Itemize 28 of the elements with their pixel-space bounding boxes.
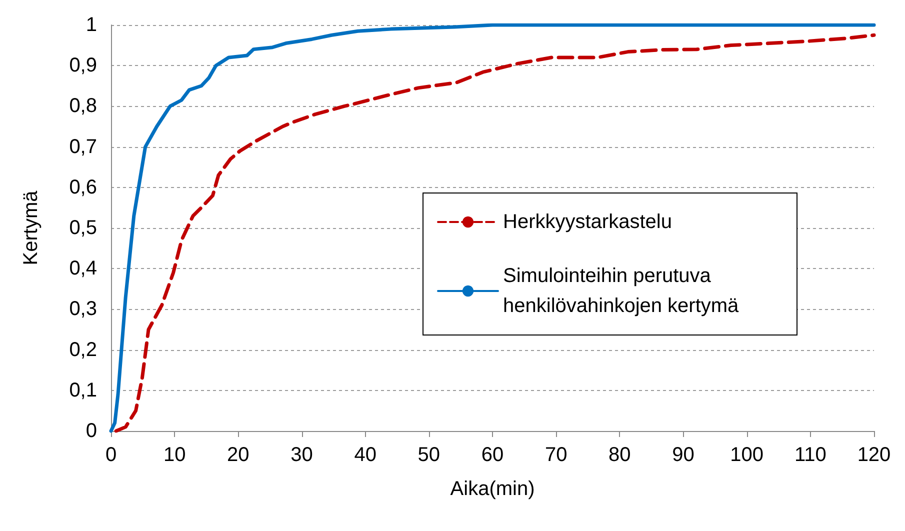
- x-tick-label: 50: [418, 444, 440, 466]
- y-tick-label: 0,7: [69, 136, 97, 158]
- y-tick-label: 0,5: [69, 217, 97, 239]
- x-tick-label: 20: [227, 444, 250, 466]
- x-tick-label: 120: [857, 444, 891, 466]
- y-tick-label: 0,2: [69, 338, 97, 361]
- y-tick-label: 1: [86, 14, 97, 36]
- y-tick-label: 0,6: [69, 176, 97, 198]
- x-tick-label: 90: [672, 444, 694, 466]
- x-tick-label: 60: [481, 444, 504, 466]
- y-tick-label: 0,4: [69, 258, 97, 280]
- x-tick-label: 100: [730, 444, 764, 466]
- y-axis-title: Kertymä: [20, 190, 42, 266]
- y-tick-label: 0: [86, 420, 97, 442]
- y-tick-label: 0,3: [69, 298, 97, 320]
- y-tick-label: 0,8: [69, 95, 97, 118]
- x-tick-label: 30: [290, 444, 313, 466]
- x-tick-label: 40: [354, 444, 376, 466]
- x-tick-label: 110: [794, 444, 826, 466]
- x-axis-title: Aika(min): [450, 478, 535, 500]
- y-tick-label: 0,1: [69, 379, 97, 402]
- x-tick-label: 10: [163, 444, 186, 466]
- x-tick-label: 80: [608, 444, 631, 466]
- legend-label: Simulointeihin perutuva henkilövahinkojen kertymä: [503, 265, 740, 317]
- x-tick-label: 0: [105, 444, 117, 466]
- legend-label: Herkkyystarkastelu: [503, 211, 672, 233]
- y-tick-label: 0,9: [69, 54, 97, 77]
- x-tick-label: 70: [544, 444, 568, 466]
